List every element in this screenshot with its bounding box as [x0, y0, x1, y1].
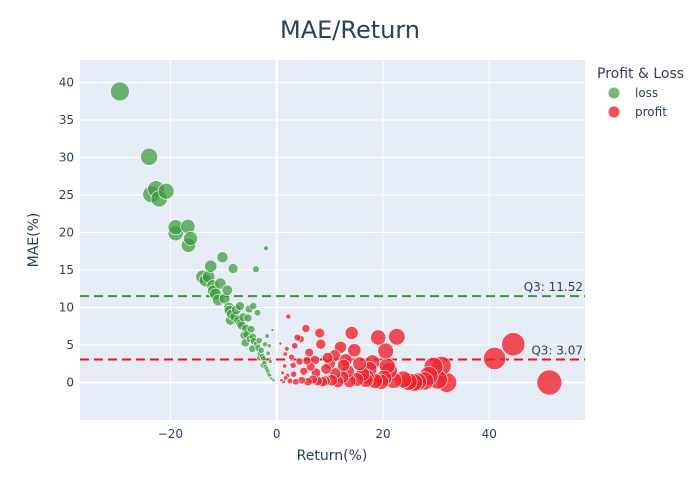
point-loss[interactable] — [270, 328, 275, 332]
point-profit[interactable] — [290, 370, 298, 378]
point-profit[interactable] — [315, 338, 327, 350]
point-loss[interactable] — [249, 302, 258, 310]
legend-marker-profit[interactable] — [608, 106, 620, 118]
point-loss[interactable] — [180, 219, 196, 234]
point-profit[interactable] — [347, 343, 362, 358]
point-profit[interactable] — [301, 324, 311, 333]
y-tick-label: 10 — [59, 301, 74, 315]
point-profit[interactable] — [282, 351, 288, 357]
x-axis-title: Return(%) — [297, 448, 368, 464]
point-profit[interactable] — [536, 369, 563, 396]
chart-title: MAE/Return — [280, 16, 420, 44]
y-tick-label: 5 — [66, 338, 74, 352]
point-profit[interactable] — [279, 378, 284, 383]
point-profit[interactable] — [304, 347, 314, 358]
point-profit[interactable] — [288, 353, 295, 361]
legend-label-loss[interactable]: loss — [635, 86, 658, 100]
reference-line-labels: Q3: 11.52 Q3: 3.07 — [524, 280, 583, 357]
point-profit[interactable] — [289, 361, 297, 369]
x-tick-label: 40 — [482, 427, 497, 441]
point-profit[interactable] — [388, 328, 406, 346]
point-loss[interactable] — [157, 182, 175, 200]
point-profit[interactable] — [370, 329, 387, 346]
y-axis-title: MAE(%) — [26, 213, 42, 268]
x-tick-label: 20 — [375, 427, 390, 441]
point-loss[interactable] — [227, 263, 239, 274]
point-loss[interactable] — [265, 350, 271, 356]
point-profit[interactable] — [320, 363, 332, 375]
point-profit[interactable] — [280, 370, 285, 375]
point-loss[interactable] — [266, 343, 272, 349]
y-tick-label: 40 — [59, 76, 74, 90]
y-tick-label: 0 — [66, 376, 74, 390]
point-loss[interactable] — [264, 333, 270, 339]
point-profit[interactable] — [501, 332, 526, 357]
point-profit[interactable] — [302, 356, 312, 366]
point-loss[interactable] — [271, 378, 276, 383]
point-loss[interactable] — [221, 284, 233, 296]
point-profit[interactable] — [284, 346, 290, 352]
point-profit[interactable] — [283, 375, 289, 381]
point-loss[interactable] — [243, 313, 253, 323]
point-loss[interactable] — [253, 309, 262, 317]
point-loss[interactable] — [247, 325, 256, 334]
point-profit[interactable] — [293, 333, 302, 342]
point-loss[interactable] — [183, 231, 198, 246]
point-loss[interactable] — [257, 346, 265, 354]
point-profit[interactable] — [291, 342, 299, 350]
legend-label-profit[interactable]: profit — [635, 105, 667, 119]
point-profit[interactable] — [278, 341, 283, 346]
point-profit[interactable] — [344, 326, 359, 340]
point-loss[interactable] — [268, 359, 273, 364]
axis-ticks: 0 5 10 15 20 25 30 35 40 −20 0 20 40 — [59, 76, 497, 442]
y-tick-label: 35 — [59, 113, 74, 127]
point-loss[interactable] — [252, 265, 260, 273]
point-loss[interactable] — [255, 337, 263, 344]
point-profit[interactable] — [295, 357, 304, 366]
point-profit[interactable] — [292, 378, 300, 386]
y-tick-label: 30 — [59, 151, 74, 165]
point-profit[interactable] — [352, 356, 367, 371]
y-tick-label: 20 — [59, 226, 74, 240]
x-tick-label: −20 — [158, 427, 183, 441]
x-tick-label: 0 — [273, 427, 281, 441]
point-profit[interactable] — [322, 352, 334, 364]
point-profit[interactable] — [285, 313, 292, 320]
point-loss[interactable] — [214, 277, 227, 290]
point-profit[interactable] — [483, 347, 507, 370]
point-loss[interactable] — [262, 341, 268, 348]
point-profit[interactable] — [286, 377, 294, 385]
point-loss[interactable] — [140, 147, 158, 166]
point-profit[interactable] — [314, 327, 326, 339]
point-profit[interactable] — [299, 367, 309, 376]
point-loss[interactable] — [216, 251, 229, 264]
legend-marker-loss[interactable] — [608, 87, 620, 99]
point-loss[interactable] — [110, 81, 130, 102]
legend-title: Profit & Loss — [597, 66, 684, 82]
point-loss[interactable] — [263, 245, 269, 252]
y-tick-label: 15 — [59, 263, 74, 277]
point-loss[interactable] — [204, 259, 218, 273]
point-profit[interactable] — [377, 342, 394, 360]
reference-line-label: Q3: 3.07 — [531, 343, 583, 357]
point-loss[interactable] — [235, 301, 245, 311]
point-profit[interactable] — [282, 363, 288, 369]
reference-line-label: Q3: 11.52 — [524, 280, 583, 294]
data-points — [110, 81, 563, 396]
y-tick-label: 25 — [59, 188, 74, 202]
legend[interactable]: Profit & Loss loss profit — [597, 66, 684, 119]
